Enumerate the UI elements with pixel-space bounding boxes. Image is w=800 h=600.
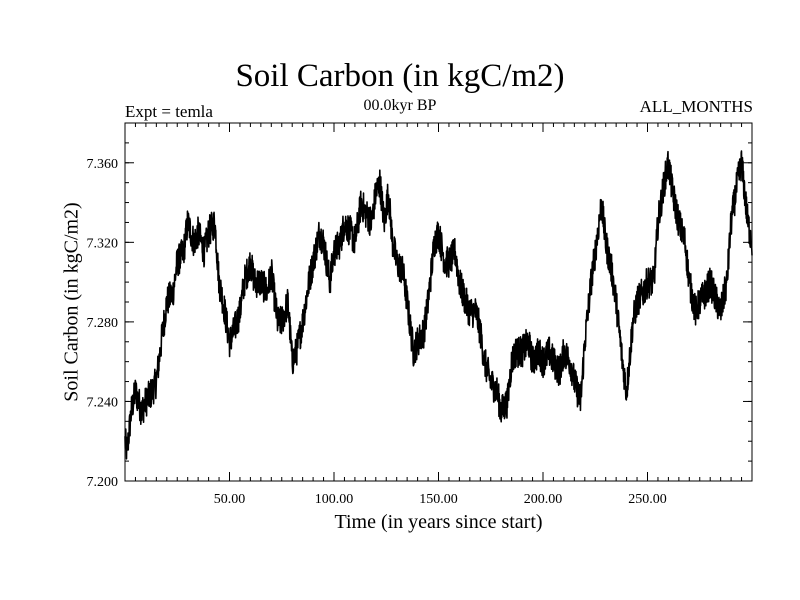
chart-subtitle: 00.0kyr BP [363, 97, 437, 114]
y-tick-label: 7.200 [87, 475, 119, 490]
x-tick-label: 200.00 [524, 492, 563, 507]
x-tick-label: 150.00 [419, 492, 458, 507]
y-tick-label: 7.280 [87, 316, 119, 331]
plot-frame [124, 122, 753, 482]
series-line-soil-carbon [124, 150, 753, 460]
x-tick-label: 100.00 [315, 492, 354, 507]
months-label: ALL_MONTHS [639, 97, 753, 116]
y-tick-label: 7.320 [87, 236, 119, 251]
y-tick-label: 7.240 [87, 395, 119, 410]
x-axis-label: Time (in years since start) [334, 511, 543, 533]
y-tick-label: 7.360 [87, 157, 119, 172]
experiment-label: Expt = temla [125, 102, 213, 121]
x-tick-label: 50.00 [214, 492, 246, 507]
x-tick-label: 250.00 [628, 492, 667, 507]
chart-title: Soil Carbon (in kgC/m2) [235, 58, 565, 94]
